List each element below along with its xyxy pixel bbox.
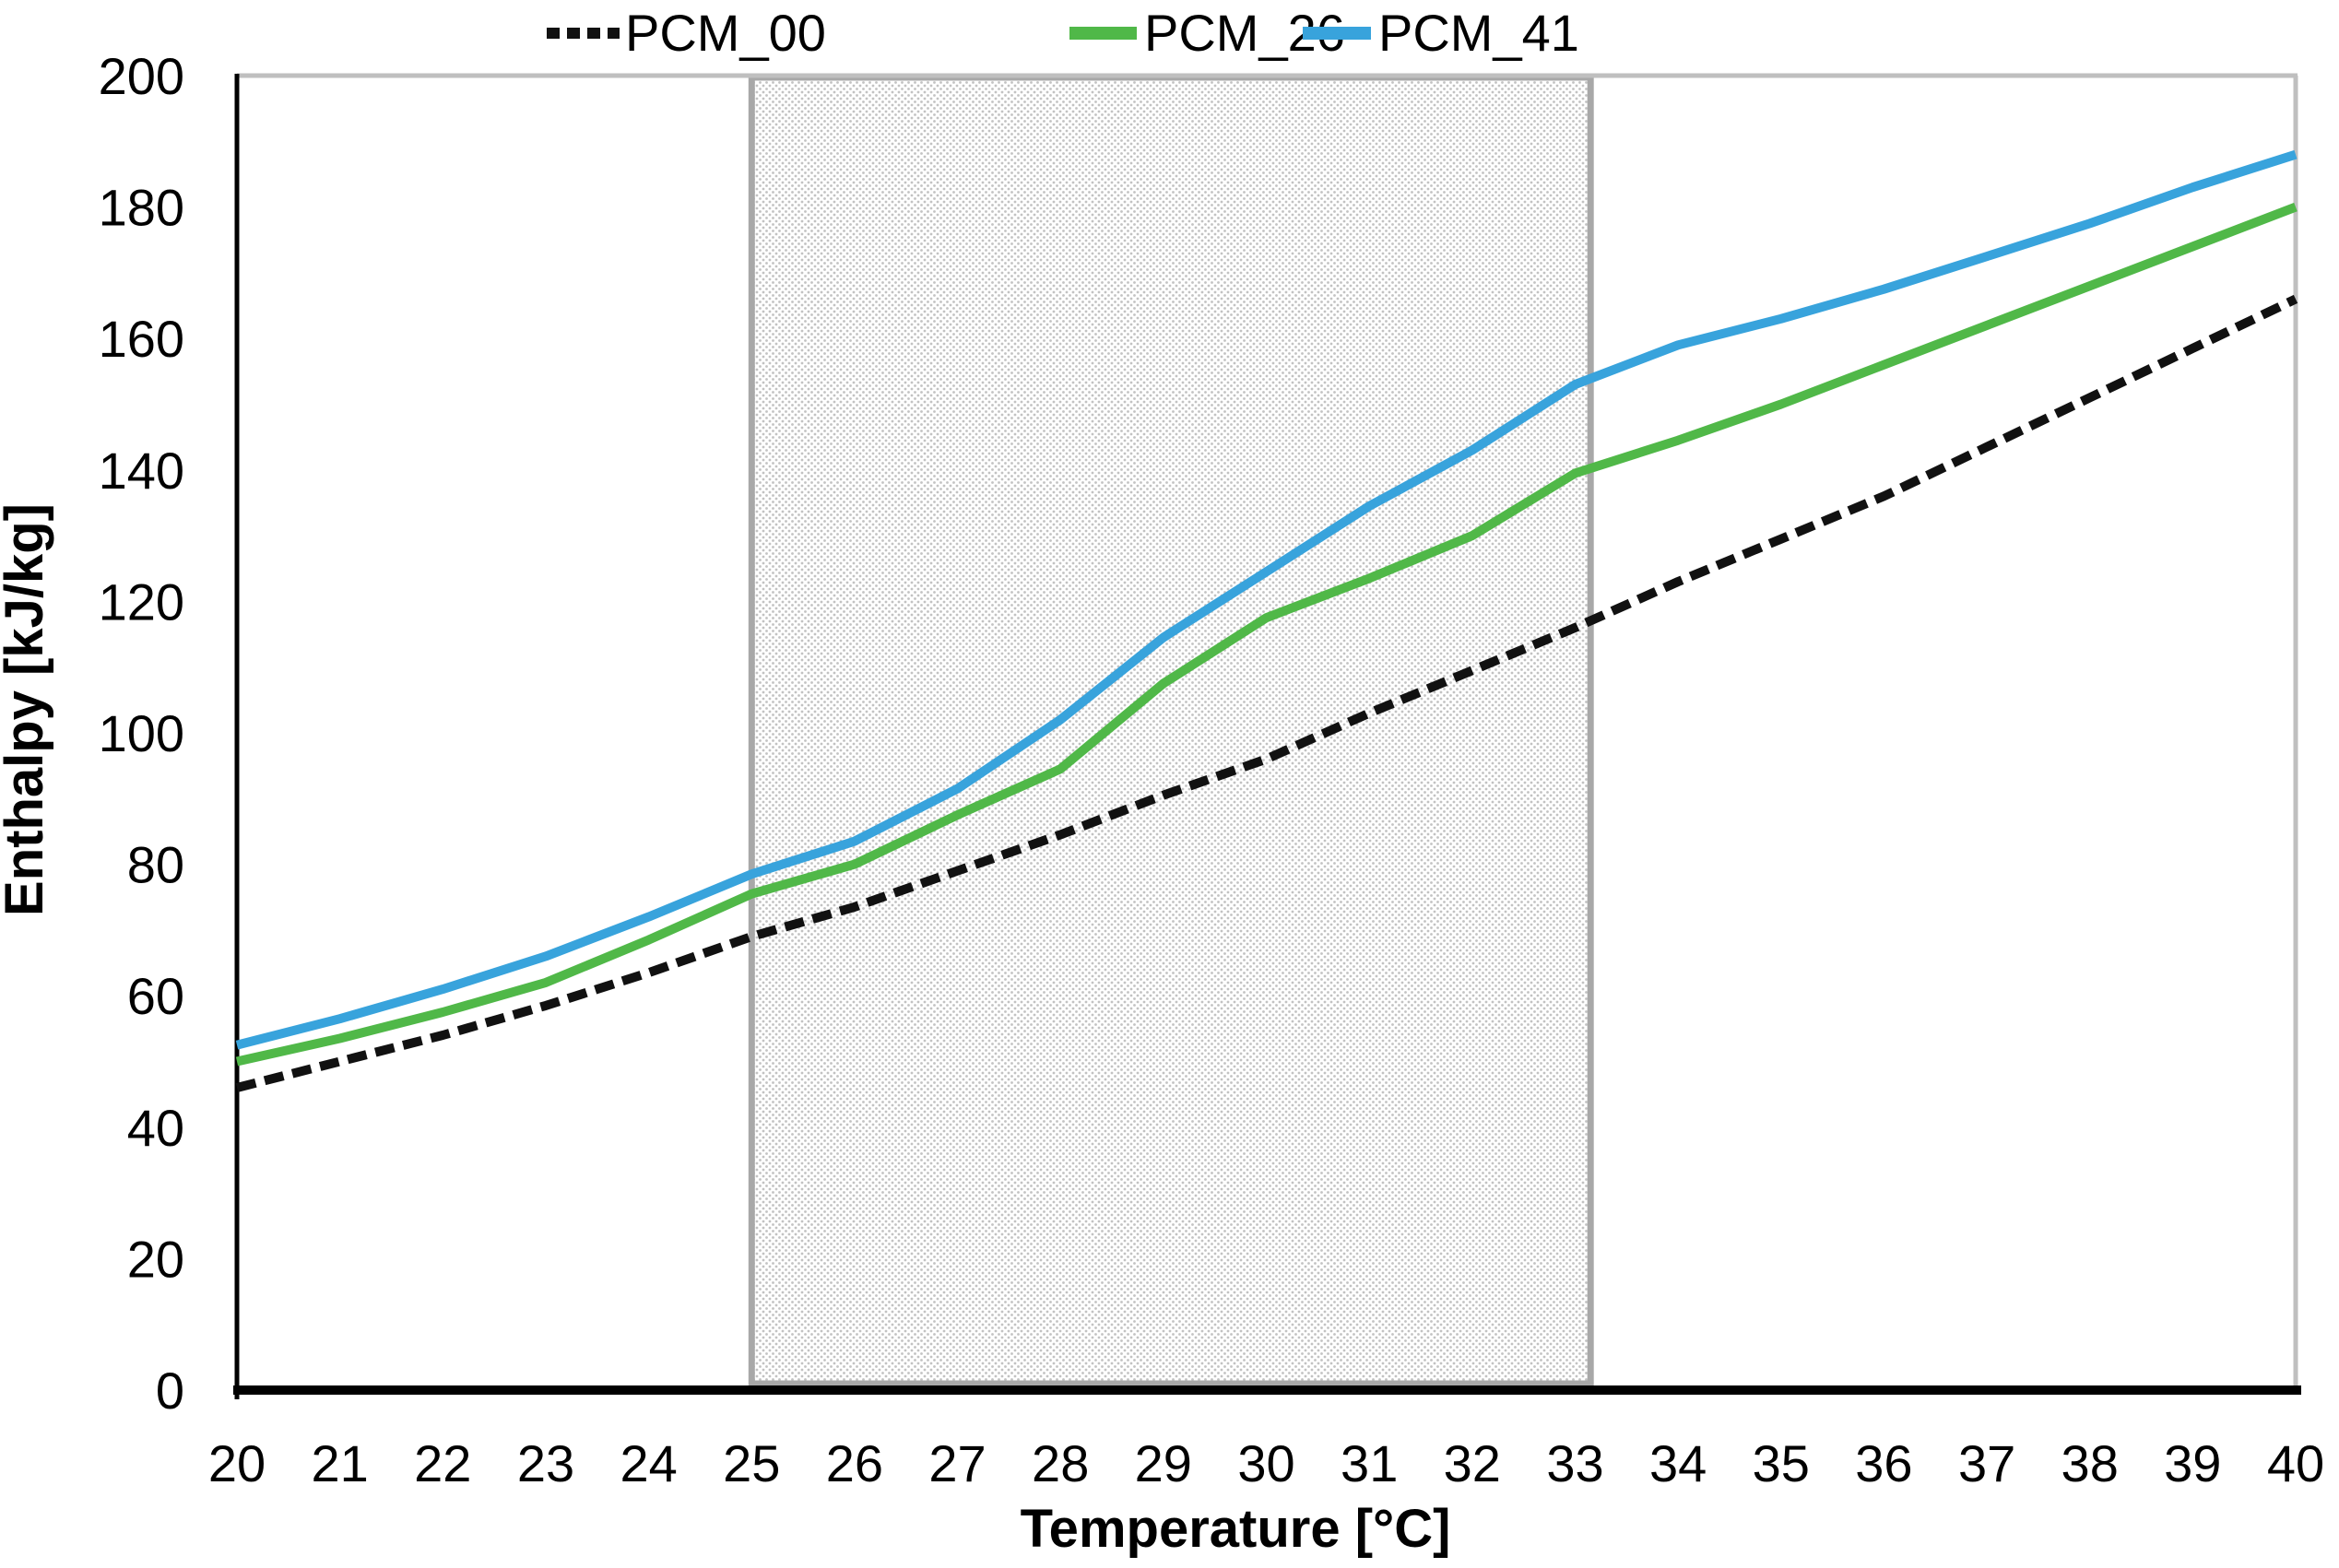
legend-label-pcm00: PCM_00 [625,4,826,62]
y-tick-label: 60 [127,967,184,1025]
y-tick-label: 20 [127,1230,184,1288]
x-tick-label: 20 [208,1434,266,1492]
x-tick-label: 37 [1958,1434,2015,1492]
y-tick-labels: 0 20 40 60 80 100 120 140 160 180 200 [99,47,184,1420]
x-tick-label: 33 [1546,1434,1603,1492]
x-tick-label: 34 [1649,1434,1707,1492]
series-curves-layer [235,149,2298,1092]
y-tick-label: 100 [99,704,184,762]
x-tick-labels: 20 21 22 23 24 25 26 27 28 29 30 31 32 33 34 35 36 37 38 39… [208,1434,2324,1492]
x-tick-label: 28 [1032,1434,1089,1492]
x-tick-label: 23 [517,1434,574,1492]
x-tick-label: 40 [2267,1434,2324,1492]
y-tick-label: 0 [156,1362,184,1420]
x-tick-label: 25 [723,1434,780,1492]
melting-range-shaded-region [748,74,1594,1387]
shaded-region-layer [748,74,1594,1387]
x-tick-label: 32 [1444,1434,1501,1492]
x-tick-label: 24 [620,1434,677,1492]
y-tick-label: 180 [99,179,184,237]
x-tick-label: 26 [826,1434,883,1492]
series-line-pcm_00 [235,294,2298,1092]
y-tick-label: 120 [99,572,184,631]
x-tick-label: 38 [2061,1434,2119,1492]
axes-layer [233,73,2301,1399]
y-tick-label: 140 [99,442,184,500]
x-tick-label: 35 [1753,1434,1810,1492]
legend: PCM_00 PCM_26 PCM_41 [547,4,1579,62]
x-tick-label: 30 [1237,1434,1294,1492]
y-tick-label: 80 [127,836,184,894]
legend-label-pcm41: PCM_41 [1378,4,1579,62]
x-tick-label: 27 [928,1434,986,1492]
y-tick-label: 200 [99,47,184,105]
x-tick-label: 31 [1341,1434,1398,1492]
series-line-pcm_41 [235,149,2298,1050]
y-tick-label: 40 [127,1099,184,1157]
x-tick-label: 39 [2164,1434,2221,1492]
x-tick-label: 22 [414,1434,471,1492]
series-line-pcm_26 [235,202,2298,1067]
x-tick-label: 29 [1135,1434,1192,1492]
x-tick-label: 36 [1855,1434,1912,1492]
x-axis-title: Temperature [°C] [1021,1499,1451,1559]
x-tick-label: 21 [311,1434,368,1492]
y-tick-label: 160 [99,310,184,368]
y-axis-title: Enthalpy [kJ/kg] [0,503,54,916]
